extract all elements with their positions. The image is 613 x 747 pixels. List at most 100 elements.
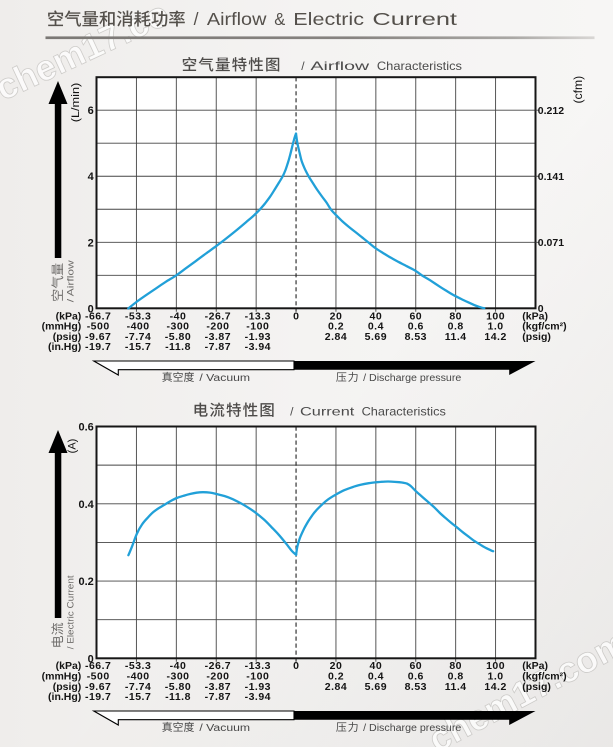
svg-text:0: 0 xyxy=(538,303,544,315)
svg-text:/ Electric Current: / Electric Current xyxy=(65,575,75,649)
svg-text:2: 2 xyxy=(88,237,94,249)
svg-text:-300: -300 xyxy=(166,321,189,333)
svg-text:0.212: 0.212 xyxy=(538,105,564,117)
svg-text:1.0: 1.0 xyxy=(488,321,504,333)
svg-text:0: 0 xyxy=(293,311,299,323)
svg-text:6: 6 xyxy=(88,105,94,117)
svg-text:/ Discharge pressure: / Discharge pressure xyxy=(363,723,462,734)
svg-text:/ Airflow: / Airflow xyxy=(66,260,77,302)
svg-text:0.8: 0.8 xyxy=(448,321,464,333)
svg-text:-5.80: -5.80 xyxy=(165,331,191,343)
svg-text:-66.7: -66.7 xyxy=(85,311,111,323)
svg-text:40: 40 xyxy=(370,660,383,672)
svg-text:-200: -200 xyxy=(206,670,229,682)
svg-text:40: 40 xyxy=(370,311,383,323)
svg-text:Current: Current xyxy=(372,9,457,29)
svg-text:(in.Hg): (in.Hg) xyxy=(48,341,81,353)
svg-text:5.69: 5.69 xyxy=(365,681,387,693)
svg-text:14.2: 14.2 xyxy=(484,681,506,693)
svg-text:-26.7: -26.7 xyxy=(205,311,231,323)
svg-text:-500: -500 xyxy=(87,670,110,682)
svg-text:-300: -300 xyxy=(166,670,189,682)
svg-text:-13.3: -13.3 xyxy=(245,311,271,323)
svg-text:20: 20 xyxy=(330,311,343,323)
svg-text:-7.87: -7.87 xyxy=(205,691,231,703)
svg-text:-19.7: -19.7 xyxy=(85,341,111,353)
svg-text:Airflow: Airflow xyxy=(207,9,267,29)
svg-text:0.6: 0.6 xyxy=(408,321,424,333)
svg-text:(kgf/cm²): (kgf/cm²) xyxy=(522,321,566,333)
svg-text:80: 80 xyxy=(449,311,462,323)
svg-text:-500: -500 xyxy=(87,321,110,333)
svg-text:-3.87: -3.87 xyxy=(205,331,231,343)
svg-text:/ Vacuum: / Vacuum xyxy=(199,723,250,734)
svg-text:4: 4 xyxy=(88,171,95,183)
svg-text:-15.7: -15.7 xyxy=(125,691,151,703)
svg-text:80: 80 xyxy=(449,660,462,672)
svg-text:14.2: 14.2 xyxy=(484,331,506,343)
svg-text:0.2: 0.2 xyxy=(328,670,344,682)
svg-text:0: 0 xyxy=(88,653,94,665)
svg-text:/: / xyxy=(290,405,294,419)
svg-text:(kPa): (kPa) xyxy=(56,311,82,323)
svg-text:0.4: 0.4 xyxy=(368,321,384,333)
svg-text:-40: -40 xyxy=(170,660,187,672)
svg-text:(L/min): (L/min) xyxy=(70,83,82,123)
svg-text:5.69: 5.69 xyxy=(365,331,387,343)
svg-text:(psig): (psig) xyxy=(522,331,551,343)
svg-text:0.2: 0.2 xyxy=(328,321,344,333)
svg-text:-200: -200 xyxy=(206,321,229,333)
svg-text:(psig): (psig) xyxy=(53,331,82,343)
svg-text:-7.87: -7.87 xyxy=(205,341,231,353)
svg-text:-7.74: -7.74 xyxy=(125,331,151,343)
svg-text:11.4: 11.4 xyxy=(445,681,467,693)
svg-text:-19.7: -19.7 xyxy=(85,691,111,703)
svg-text:(mmHg): (mmHg) xyxy=(42,670,82,682)
svg-text:0: 0 xyxy=(293,660,299,672)
svg-text:-53.3: -53.3 xyxy=(125,311,151,323)
svg-text:-1.93: -1.93 xyxy=(245,681,271,693)
svg-text:Characteristics: Characteristics xyxy=(377,59,462,73)
svg-text:-100: -100 xyxy=(246,670,269,682)
svg-text:Characteristics: Characteristics xyxy=(362,405,446,419)
svg-text:Current: Current xyxy=(300,405,355,419)
svg-text:0.071: 0.071 xyxy=(538,237,564,249)
svg-text:-5.80: -5.80 xyxy=(165,681,191,693)
svg-text:8.53: 8.53 xyxy=(405,681,427,693)
svg-text:(psig): (psig) xyxy=(53,681,82,693)
svg-text:-53.3: -53.3 xyxy=(125,660,151,672)
svg-text:0.6: 0.6 xyxy=(408,670,424,682)
svg-text:11.4: 11.4 xyxy=(445,331,467,343)
svg-text:0.8: 0.8 xyxy=(448,670,464,682)
svg-text:2.84: 2.84 xyxy=(325,681,347,693)
svg-text:-40: -40 xyxy=(170,311,187,323)
svg-text:/: / xyxy=(301,59,305,73)
svg-text:(psig): (psig) xyxy=(522,681,551,693)
svg-text:1.0: 1.0 xyxy=(488,670,504,682)
svg-text:0: 0 xyxy=(88,303,94,315)
svg-text:(A): (A) xyxy=(67,439,79,454)
svg-text:-26.7: -26.7 xyxy=(205,660,231,672)
svg-text:-13.3: -13.3 xyxy=(245,660,271,672)
svg-text:-11.8: -11.8 xyxy=(165,341,191,353)
svg-text:/: / xyxy=(194,9,199,29)
svg-text:(mmHg): (mmHg) xyxy=(42,321,82,333)
svg-text:-3.94: -3.94 xyxy=(245,341,271,353)
svg-text:60: 60 xyxy=(409,311,422,323)
svg-text:/ Discharge pressure: / Discharge pressure xyxy=(363,373,462,384)
svg-text:-1.93: -1.93 xyxy=(245,331,271,343)
svg-text:0.141: 0.141 xyxy=(538,171,564,183)
svg-text:(cfm): (cfm) xyxy=(571,76,585,104)
svg-text:-3.94: -3.94 xyxy=(245,691,271,703)
svg-text:20: 20 xyxy=(330,660,343,672)
svg-text:(kPa): (kPa) xyxy=(56,660,82,672)
svg-text:(kgf/cm²): (kgf/cm²) xyxy=(522,670,566,682)
svg-text:(in.Hg): (in.Hg) xyxy=(48,691,81,703)
svg-text:0.6: 0.6 xyxy=(79,422,94,434)
svg-text:-100: -100 xyxy=(246,321,269,333)
svg-text:/ Vacuum: / Vacuum xyxy=(199,373,250,384)
svg-text:-66.7: -66.7 xyxy=(85,660,111,672)
svg-text:-15.7: -15.7 xyxy=(125,341,151,353)
svg-text:Electric: Electric xyxy=(293,9,364,29)
svg-text:60: 60 xyxy=(409,660,422,672)
